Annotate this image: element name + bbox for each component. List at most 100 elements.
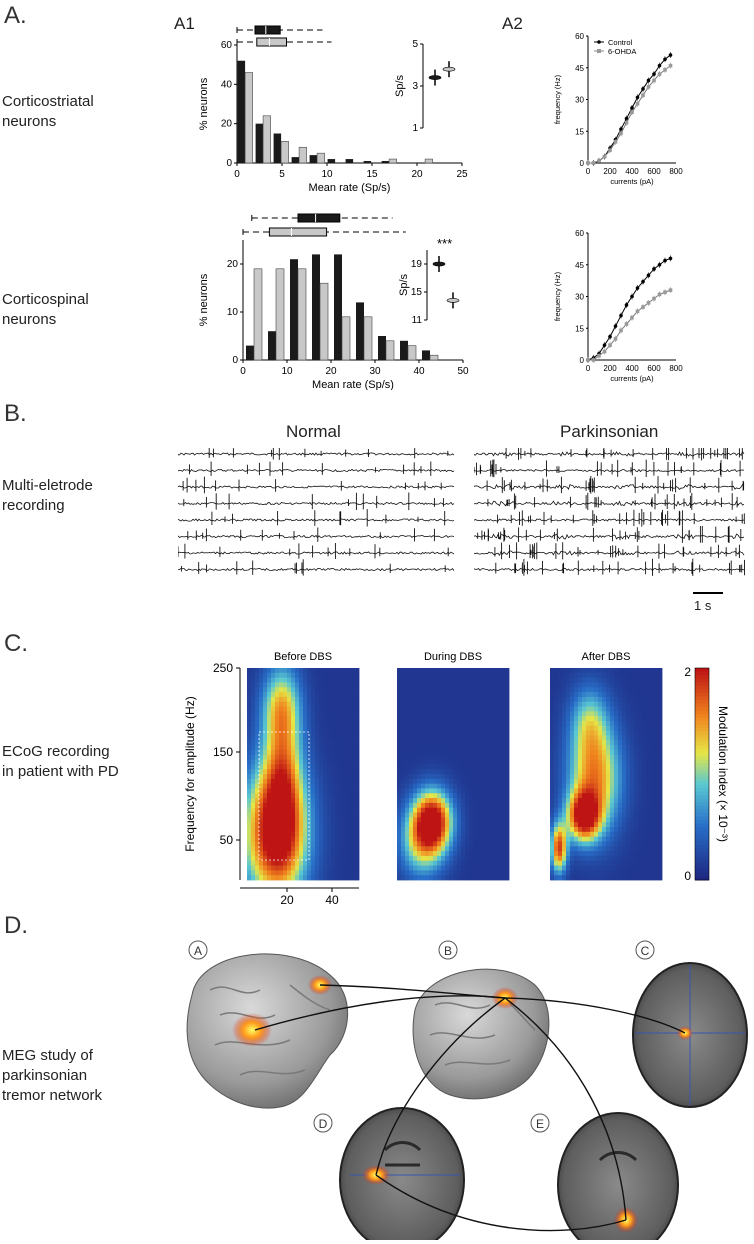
pac-cell: [634, 696, 639, 703]
pac-cell: [283, 783, 288, 789]
pac-cell: [247, 827, 252, 833]
data-point-6ohda: [635, 101, 640, 106]
pac-cell: [275, 687, 280, 693]
pac-cell: [275, 793, 280, 799]
pac-cell: [618, 745, 623, 751]
x-axis-label: Mean rate (Sp/s): [312, 379, 394, 390]
pac-cell: [339, 740, 344, 746]
pac-cell: [429, 701, 434, 707]
pac-cell: [501, 812, 506, 818]
pac-cell: [562, 831, 567, 838]
pac-cell: [251, 711, 256, 717]
pac-cell: [307, 721, 312, 727]
pac-cell: [590, 807, 595, 813]
pac-cell: [642, 807, 647, 813]
pac-cell: [501, 740, 506, 746]
pac-cell: [271, 812, 276, 818]
pac-cell: [473, 716, 478, 722]
spikes-7: [178, 543, 449, 559]
pac-cell: [339, 687, 344, 693]
pac-cell: [614, 677, 619, 683]
pac-cell: [570, 860, 575, 866]
pac-cell: [331, 793, 336, 799]
pac-cell: [562, 865, 567, 871]
pac-cell: [409, 721, 414, 727]
pac-cell: [413, 798, 418, 804]
pac-cell: [642, 735, 647, 741]
pac-cell: [582, 855, 587, 862]
pac-cell: [602, 735, 607, 741]
pac-cell: [295, 677, 300, 683]
pac-cell: [433, 798, 438, 804]
pac-cell: [421, 730, 426, 736]
pac-cell: [413, 831, 418, 838]
pac-cell: [602, 822, 607, 828]
pac-cell: [461, 860, 466, 866]
pac-cell: [582, 875, 587, 881]
x-tick-label: 400: [625, 167, 639, 176]
pac-cell: [437, 725, 442, 732]
pac-cell: [409, 865, 414, 871]
pac-cell: [319, 749, 324, 756]
pac-cell: [287, 807, 292, 813]
pac-cell: [570, 725, 575, 732]
pac-cell: [425, 716, 430, 722]
pac-cell: [339, 745, 344, 751]
pac-cell: [610, 827, 615, 833]
pac-cell: [650, 701, 655, 707]
pac-cell: [461, 817, 466, 823]
pac-cell: [554, 735, 559, 741]
pac-cell: [433, 841, 438, 847]
colorbar-cell: [695, 721, 709, 726]
pac-cell: [473, 851, 478, 857]
pac-cell: [598, 754, 603, 760]
pac-cell: [267, 836, 272, 842]
pac-cell: [574, 788, 579, 794]
pac-cell: [574, 682, 579, 688]
pac-cell: [397, 783, 402, 789]
pac-cell: [287, 774, 292, 780]
pac-cell: [606, 692, 611, 698]
pac-cell: [562, 798, 567, 804]
data-point-control: [608, 334, 612, 339]
pac-cell: [453, 822, 458, 828]
pac-cell: [421, 740, 426, 746]
pac-cell: [461, 735, 466, 741]
pac-cell: [295, 802, 300, 809]
pac-cell: [267, 711, 272, 717]
pac-cell: [489, 687, 494, 693]
pac-cell: [433, 682, 438, 688]
pac-cell: [497, 682, 502, 688]
pac-cell: [574, 759, 579, 765]
pac-cell: [650, 745, 655, 751]
pac-cell: [489, 769, 494, 775]
pac-cell: [271, 701, 276, 707]
pac-cell: [271, 802, 276, 809]
pac-cell: [255, 774, 260, 780]
pac-cell: [485, 677, 490, 683]
pac-cell: [594, 793, 599, 799]
pac-cell: [469, 860, 474, 866]
pac-cell: [618, 692, 623, 698]
time-scale-label: 1 s: [694, 598, 712, 613]
pac-cell: [409, 749, 414, 756]
y-tick-label: 30: [575, 293, 584, 302]
pac-cell: [586, 831, 591, 838]
pac-cell: [626, 706, 631, 712]
pac-cell: [570, 807, 575, 813]
pac-cell: [650, 817, 655, 823]
pac-cell: [331, 672, 336, 679]
pac-cell: [618, 788, 623, 794]
pac-cell: [327, 778, 332, 785]
pac-cell: [287, 783, 292, 789]
pac-cell: [586, 860, 591, 866]
pac-cell: [311, 865, 316, 871]
pac-cell: [441, 759, 446, 765]
pac-cell: [413, 687, 418, 693]
pac-cell: [259, 711, 264, 717]
pac-cell: [323, 725, 328, 732]
pac-cell: [421, 725, 426, 732]
pac-cell: [550, 860, 555, 866]
colorbar-cell: [695, 827, 709, 832]
pac-cell: [598, 692, 603, 698]
